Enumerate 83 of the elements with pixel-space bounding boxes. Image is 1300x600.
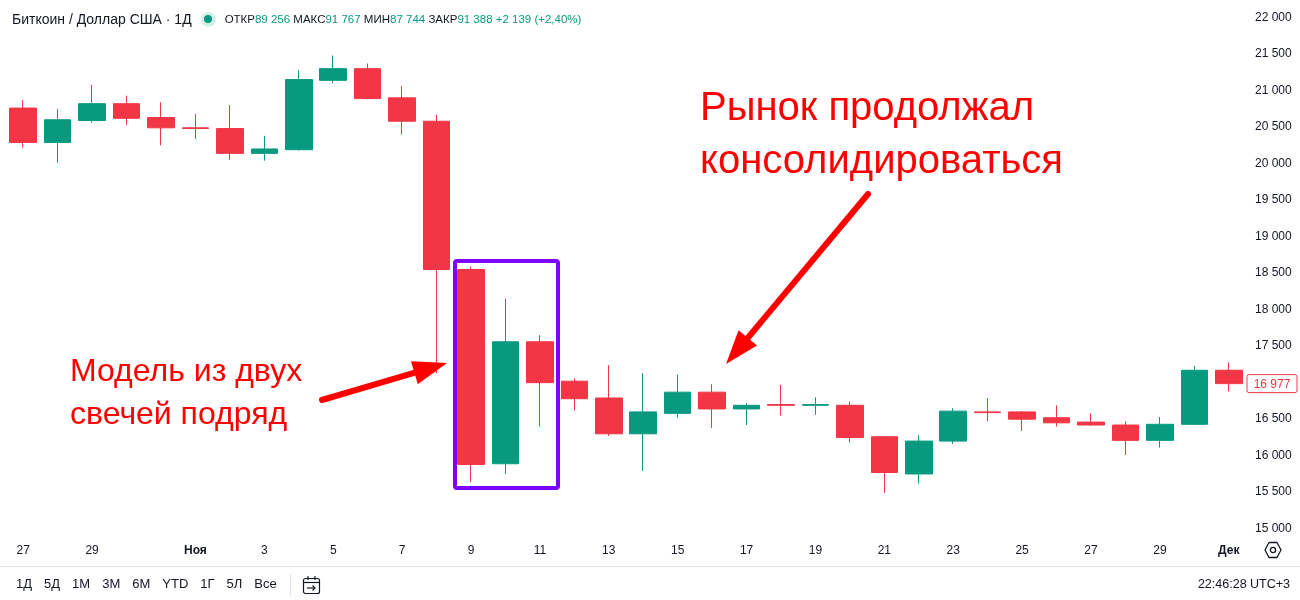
x-tick-label: 21 — [877, 543, 892, 557]
y-tick-label: 16 500 — [1255, 411, 1293, 426]
annotation: Рынок продолжал консолидироваться — [700, 83, 1064, 183]
candlestick — [182, 113, 209, 140]
candlestick — [319, 55, 347, 84]
candlestick — [423, 114, 450, 374]
y-tick-label: 15 000 — [1255, 521, 1293, 535]
candlestick — [836, 401, 864, 444]
y-tick-label: 18 500 — [1255, 265, 1293, 280]
text: 6М — [132, 576, 151, 591]
text: ОТКР89 256 МАКС91 767 МИН87 744 ЗАКР91 388 +2 139 (+2,40%) — [224, 13, 582, 25]
candlestick — [733, 402, 760, 426]
y-tick-label: 16 000 — [1255, 447, 1293, 462]
x-tick-label: 3 — [260, 543, 268, 557]
candlestick — [767, 384, 795, 417]
candlestick — [561, 377, 588, 411]
x-tick-label: 25 — [1015, 543, 1030, 557]
candlestick — [1181, 365, 1208, 426]
x-tick-label: 29 — [85, 543, 100, 557]
candlestick — [44, 108, 71, 164]
text: 16 977 — [1253, 376, 1291, 391]
x-tick-label: Ноя — [184, 543, 207, 557]
candlestick — [1008, 410, 1036, 432]
y-tick-label: 20 000 — [1255, 155, 1293, 170]
x-tick-label: 29 — [1153, 543, 1167, 557]
candlestick — [905, 434, 933, 484]
candlestick — [457, 266, 485, 483]
x-tick-label: Дек — [1218, 543, 1241, 557]
candlestick — [1043, 404, 1070, 427]
candlestick — [595, 364, 623, 437]
x-tick-label: 13 — [602, 543, 616, 557]
x-tick-label: 15 — [670, 543, 685, 557]
text: 1Д — [16, 576, 33, 591]
y-tick-label: 18 000 — [1255, 301, 1293, 316]
candlestick — [113, 95, 140, 126]
y-tick-label: 21 500 — [1255, 46, 1293, 61]
text: 3М — [102, 576, 121, 591]
x-tick-label: 27 — [1084, 543, 1098, 557]
candlestick — [1146, 416, 1174, 449]
candlestick — [388, 85, 416, 135]
x-tick-label: 5 — [329, 543, 337, 557]
candlestick — [1112, 420, 1139, 456]
text: Биткоин / Доллар США · 1Д — [12, 11, 192, 27]
x-tick-label: 17 — [739, 543, 754, 557]
text: Все — [254, 576, 277, 591]
candlestick — [354, 63, 381, 100]
candlestick — [1215, 361, 1243, 392]
y-tick-label: 15 500 — [1255, 484, 1293, 499]
candlestick — [78, 84, 106, 124]
candlestick — [251, 135, 278, 162]
x-tick-label: 19 — [808, 543, 823, 557]
text: YTD — [162, 576, 189, 591]
candlestick — [629, 372, 657, 472]
candlestick — [216, 104, 244, 161]
text: 1Г — [200, 576, 215, 591]
y-tick-label: 22 000 — [1255, 9, 1293, 24]
y-tick-label: 19 500 — [1255, 192, 1293, 207]
candlestick — [664, 374, 691, 419]
y-tick-label: 21 000 — [1255, 82, 1293, 97]
x-tick-label: 9 — [467, 543, 475, 557]
candlestick — [871, 435, 898, 494]
x-tick-label: 27 — [16, 543, 31, 557]
text: 5Л — [226, 576, 243, 591]
candlestick — [974, 397, 1001, 422]
y-tick-label: 19 000 — [1255, 228, 1293, 243]
candlestick — [285, 69, 313, 151]
candlestick — [147, 101, 175, 146]
y-tick-label: 20 500 — [1255, 119, 1293, 134]
candlestick — [802, 396, 829, 416]
candlestick — [526, 334, 554, 427]
candlestick — [1077, 412, 1105, 427]
candlestick — [939, 407, 967, 445]
x-tick-label: 11 — [533, 543, 547, 557]
candlestick — [698, 383, 726, 429]
text: 22:46:28 UTC+3 — [1197, 577, 1290, 591]
annotation: Модель из двух свечей подряд — [70, 351, 304, 433]
text: 5Д — [44, 576, 61, 591]
x-tick-label: 23 — [946, 543, 961, 557]
y-tick-label: 17 500 — [1255, 338, 1293, 353]
x-tick-label: 7 — [398, 543, 406, 557]
candlestick — [9, 99, 37, 149]
text: 1М — [72, 576, 91, 591]
candlestick — [492, 298, 519, 475]
